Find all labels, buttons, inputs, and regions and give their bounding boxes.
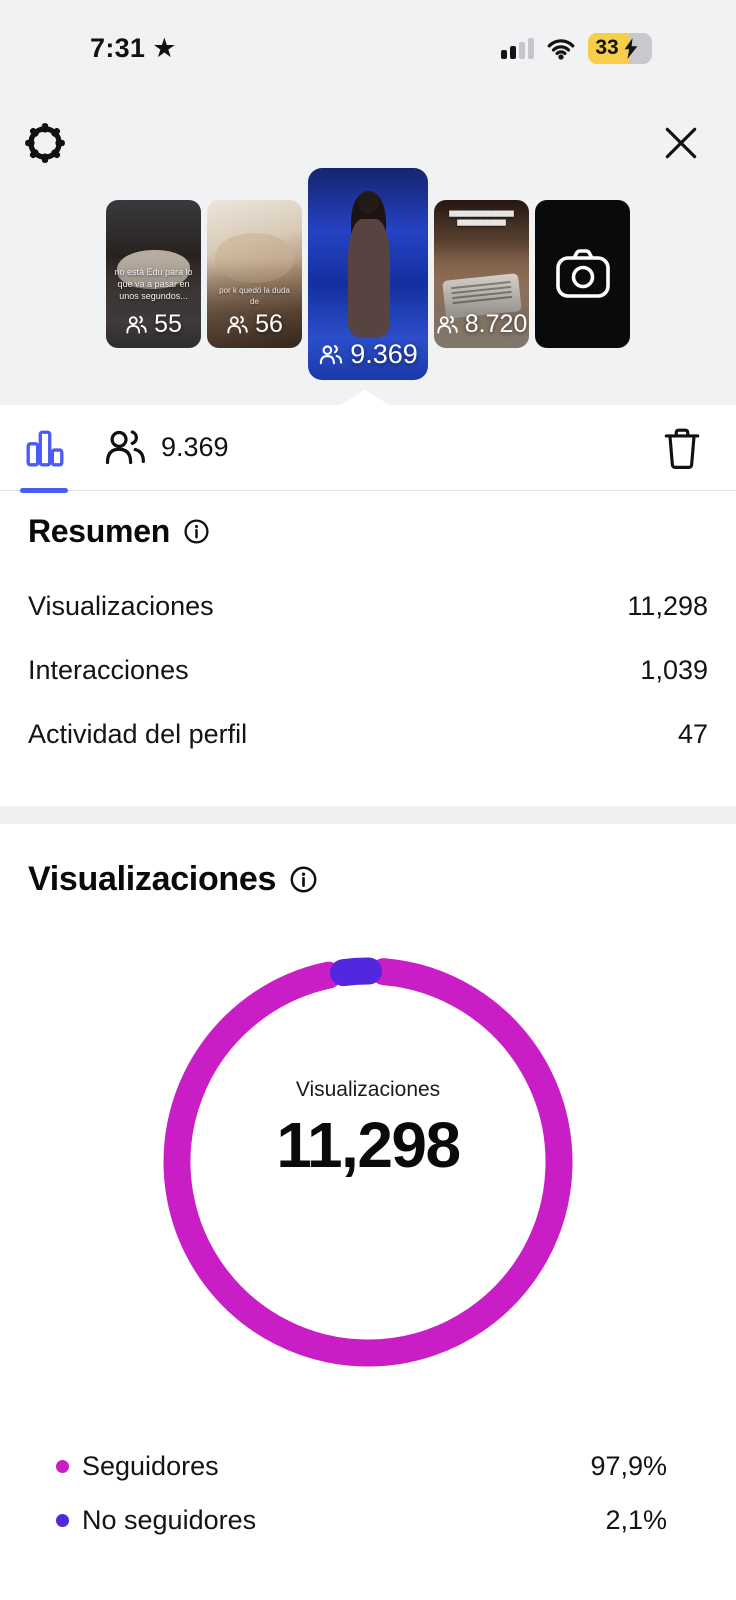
info-button[interactable]: [289, 865, 318, 894]
summary-title-row: Resumen: [28, 513, 708, 550]
active-tab-indicator: [20, 488, 68, 493]
views-donut-chart: Visualizaciones 11,298: [153, 947, 583, 1377]
story-carousel: no está Edu para lo que va a pasar en un…: [0, 166, 736, 382]
viewer-count: 8.720: [464, 310, 528, 338]
stat-row-interactions: Interacciones 1,039: [28, 638, 708, 702]
bar-chart-icon: [26, 430, 64, 466]
story-caption: no está Edu para lo que va a pasar en un…: [114, 266, 193, 301]
charging-bolt-icon: [624, 37, 638, 59]
summary-rows: Visualizaciones 11,298 Interacciones 1,0…: [28, 574, 708, 766]
tab-viewers[interactable]: 9.369: [104, 429, 229, 466]
stat-value: 11,298: [627, 590, 708, 621]
trash-icon: [664, 428, 700, 469]
stat-value: 47: [677, 718, 708, 749]
chart-legend: Seguidores 97,9% No seguidores 2,1%: [28, 1439, 708, 1547]
battery-icon: 33: [588, 32, 652, 64]
people-icon: [105, 430, 145, 465]
insights-panel: 9.369 Resumen: [0, 390, 736, 1600]
settings-button[interactable]: [22, 120, 68, 166]
camera-icon: [555, 249, 610, 298]
donut-rings: [163, 957, 573, 1367]
views-section: Visualizaciones Visualizaciones 11,298: [0, 824, 736, 1547]
viewer-count: 55: [154, 310, 182, 338]
stat-label: Interacciones: [28, 654, 189, 685]
cellular-signal-icon: [501, 37, 534, 59]
header-row: [0, 120, 736, 168]
wifi-icon: [547, 38, 575, 60]
section-title: Resumen: [28, 513, 170, 549]
legend-row-non-followers: No seguidores 2,1%: [28, 1493, 708, 1547]
viewer-count: 9.369: [350, 339, 418, 369]
story-thumbnail-2[interactable]: por k quedó la duda de 56: [207, 200, 302, 348]
summary-section: Resumen Visualizaciones 11,298 Interacci…: [0, 491, 736, 766]
stat-label: Visualizaciones: [28, 590, 214, 621]
panel-notch: [339, 390, 391, 406]
viewer-count: 56: [255, 310, 283, 338]
delete-story-button[interactable]: [662, 426, 702, 470]
legend-dot-followers: [56, 1459, 69, 1473]
clock: 7:31: [90, 32, 146, 63]
status-bar: 7:31 ★ 33: [0, 0, 736, 66]
close-button[interactable]: [660, 122, 702, 164]
viewer-count-badge: 56: [207, 310, 302, 339]
story-thumbnail-1[interactable]: no está Edu para lo que va a pasar en un…: [106, 200, 201, 348]
views-title-row: Visualizaciones: [28, 860, 708, 899]
section-divider: [0, 806, 736, 824]
viewer-count-badge: 9.369: [308, 339, 428, 370]
legend-row-followers: Seguidores 97,9%: [28, 1439, 708, 1493]
gear-icon: [25, 123, 65, 163]
stat-label: Actividad del perfil: [28, 718, 248, 749]
info-button[interactable]: [183, 518, 210, 545]
tab-insights[interactable]: [24, 427, 90, 469]
legend-label: No seguidores: [82, 1504, 257, 1535]
legend-dot-non-followers: [56, 1513, 69, 1527]
stat-row-profile-activity: Actividad del perfil 47: [28, 702, 708, 766]
stat-row-views: Visualizaciones 11,298: [28, 574, 708, 638]
viewer-count-badge: 8.720: [434, 310, 529, 339]
thumbnail-image: [117, 250, 190, 289]
story-caption: por k quedó la duda de: [219, 286, 290, 307]
stat-value: 1,039: [640, 654, 708, 685]
legend-value: 97,9%: [590, 1450, 667, 1481]
story-thumbnail-4[interactable]: ▆▆▆▆▆▆▆▆▆▆▆▆ ▆▆▆▆▆▆▆▆▆ 8.720: [434, 200, 529, 348]
caption-overlay: ▆▆▆▆▆▆▆▆▆▆▆▆ ▆▆▆▆▆▆▆▆▆: [449, 210, 514, 227]
info-icon: [290, 866, 317, 893]
star-icon: ★: [152, 32, 177, 63]
insights-toolbar: 9.369: [0, 405, 736, 493]
legend-label: Seguidores: [82, 1450, 219, 1481]
legend-value: 2,1%: [605, 1504, 667, 1535]
close-icon: [665, 127, 697, 159]
thumbnail-image: [214, 232, 295, 283]
viewers-count: 9.369: [161, 432, 229, 462]
viewer-count-badge: 55: [106, 310, 201, 339]
battery-percent: 33: [595, 36, 619, 59]
new-story-tile[interactable]: [535, 200, 630, 348]
info-icon: [184, 519, 209, 544]
story-thumbnail-selected[interactable]: 9.369: [308, 168, 428, 380]
section-title: Visualizaciones: [28, 860, 277, 898]
